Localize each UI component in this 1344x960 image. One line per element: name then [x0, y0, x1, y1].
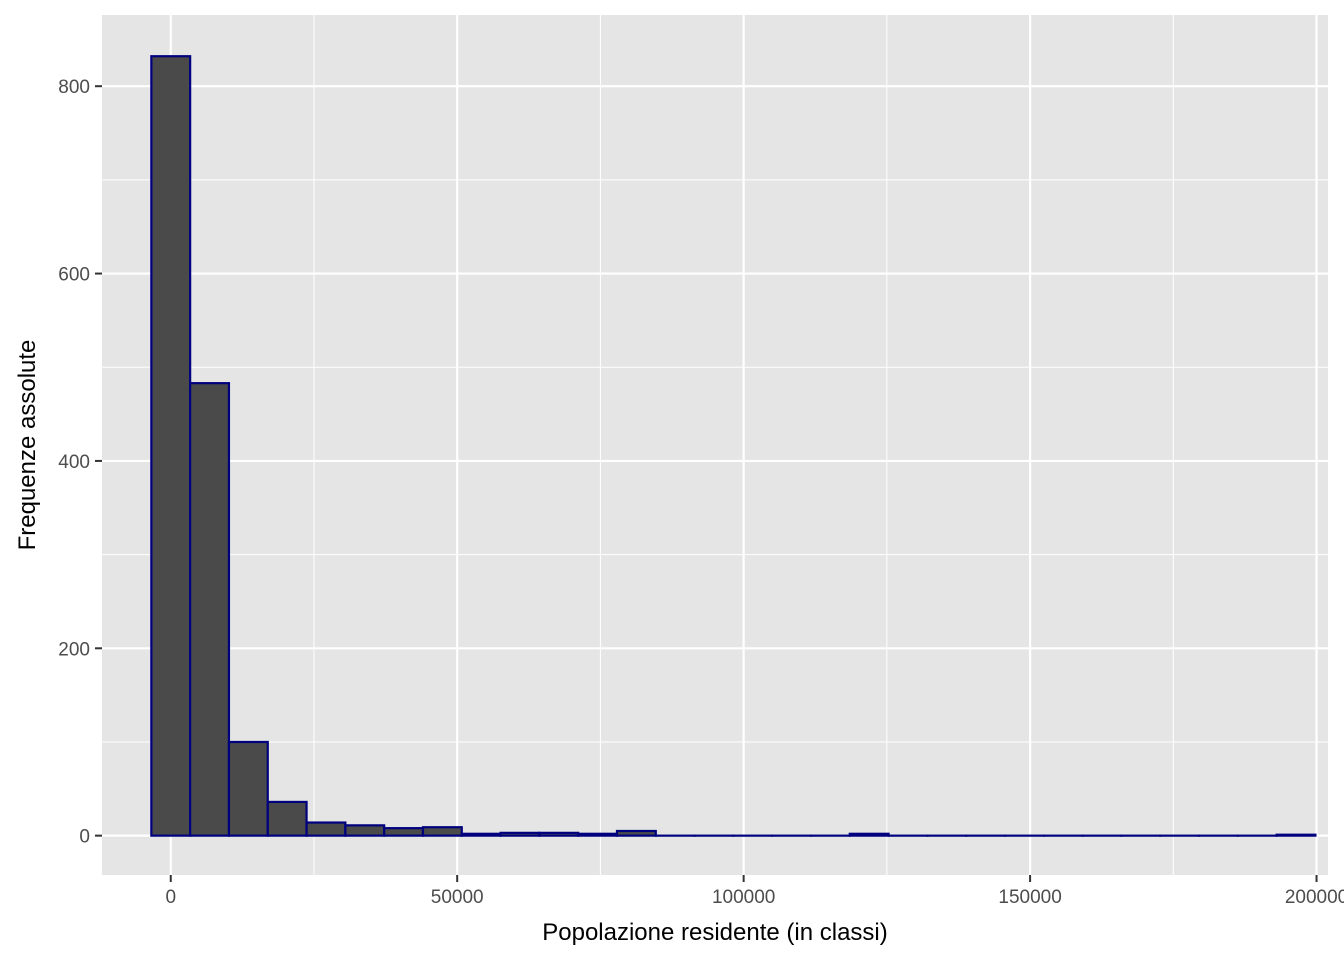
histogram-bar	[150, 55, 192, 837]
x-tick-label: 50000	[431, 887, 484, 908]
histogram-bar	[460, 832, 502, 837]
x-tick-label: 0	[165, 887, 176, 908]
histogram-bar	[538, 831, 580, 837]
y-tick-label: 0	[79, 827, 90, 848]
histogram-bar	[344, 824, 386, 837]
y-tick-label: 800	[58, 77, 90, 98]
histogram-bar	[266, 800, 308, 837]
histogram-bar	[577, 832, 619, 837]
x-axis: 0 50000 100000 150000 200000	[165, 875, 1344, 908]
grid-minor	[102, 15, 1328, 875]
histogram-bar	[615, 829, 657, 837]
x-tick-label: 100000	[712, 887, 775, 908]
bars	[150, 55, 1317, 837]
histogram-bar	[848, 832, 890, 837]
y-tick-label: 200	[58, 639, 90, 660]
x-axis-title: Popolazione residente (in classi)	[542, 919, 888, 946]
plot-panel	[102, 15, 1328, 875]
histogram-bar	[1275, 833, 1317, 837]
y-axis-title: Frequenze assolute	[14, 340, 41, 551]
y-axis: 0 200 400 600 800	[58, 77, 102, 848]
histogram-bar	[305, 821, 347, 837]
x-tick-label: 200000	[1285, 887, 1344, 908]
x-tick-label: 150000	[998, 887, 1061, 908]
histogram-bar	[383, 827, 425, 837]
y-tick-label: 600	[58, 265, 90, 286]
histogram-bar	[499, 831, 541, 837]
y-tick-label: 400	[58, 452, 90, 473]
histogram-bar	[227, 740, 269, 837]
histogram-bar	[189, 382, 231, 837]
histogram-bar	[421, 826, 463, 837]
